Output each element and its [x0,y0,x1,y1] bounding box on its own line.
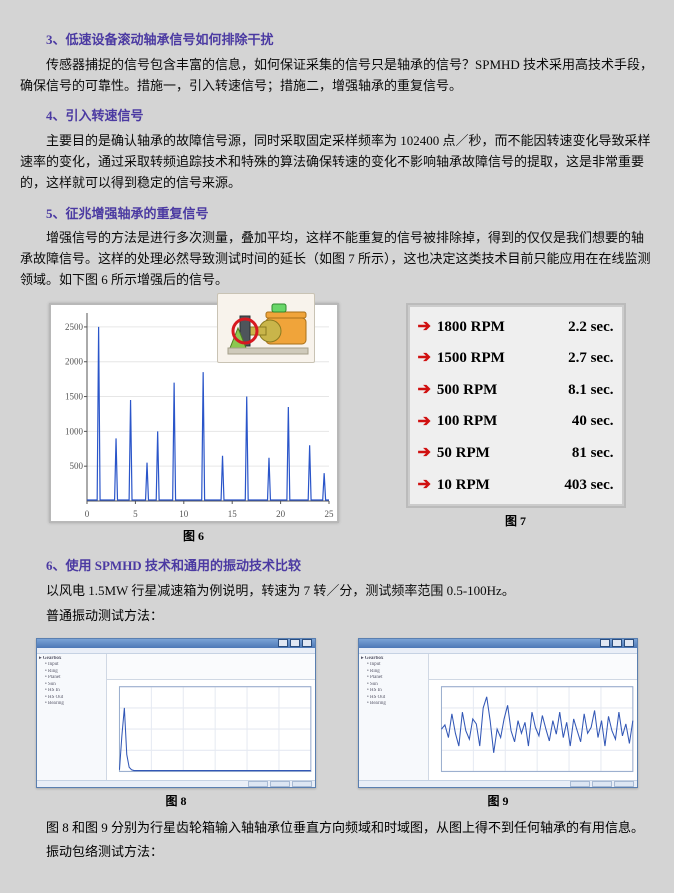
section6-subtitle: 普通振动测试方法： [20,606,654,627]
rpm-row: ➔1800 RPM 2.2 sec. [418,311,614,343]
tree-sidebar: ▸ Gearbox• Input• Ring• Planet• Sun• HS … [37,654,107,780]
data-table-bar [107,654,315,680]
figure9-caption: 图 9 [487,792,508,811]
svg-text:15: 15 [227,509,237,519]
close-icon [624,639,634,647]
tree-item: • Bearing [361,701,426,708]
duration-label: 2.2 sec. [568,315,613,339]
svg-text:0: 0 [84,509,89,519]
section5-heading: 5、征兆增强轴承的重复信号 [20,204,654,225]
pump-inset-image [217,293,315,363]
svg-text:1500: 1500 [65,391,84,401]
section3-body: 传感器捕捉的信号包含丰富的信息，如何保证采集的信号只是轴承的信号？SPMHD 技… [20,55,654,97]
screenshot-titlebar [359,639,637,647]
rpm-label: 1800 RPM [437,315,505,339]
figure6-column: 500 1000 1500 2000 2500 0 5 10 15 20 25 图 6 [49,303,339,546]
section4-heading: 4、引入转速信号 [20,106,654,127]
figure-row-6-7: 50010001500200025000510152025 图 6 ➔1800 … [20,303,654,546]
rpm-label: 10 RPM [437,473,490,497]
svg-text:20: 20 [276,509,286,519]
duration-label: 81 sec. [572,441,614,465]
figure7-caption: 图 7 [505,512,526,531]
footer-button [570,781,590,787]
figure-row-8-9: ▸ Gearbox• Input• Ring• Planet• Sun• HS … [20,638,654,811]
figure7-column: ➔1800 RPM2.2 sec.➔1500 RPM2.7 sec.➔500 R… [406,303,626,532]
arrow-icon: ➔ [418,409,431,435]
figure9-column: ▸ Gearbox• Input• Ring• Planet• Sun• HS … [358,638,638,811]
arrow-icon: ➔ [418,440,431,466]
section3-heading: 3、低速设备滚动轴承信号如何排除干扰 [20,30,654,51]
time-domain-plot [429,680,637,780]
frequency-plot [107,680,315,780]
screenshot-footer [37,780,315,787]
figure9-screenshot: ▸ Gearbox• Input• Ring• Planet• Sun• HS … [358,638,638,788]
section4-body: 主要目的是确认轴承的故障信号源，同时采取固定采样频率为 102400 点／秒，而… [20,131,654,193]
maximize-icon [612,639,622,647]
arrow-icon: ➔ [418,472,431,498]
footer-button [614,781,634,787]
rpm-row: ➔100 RPM 40 sec. [418,406,614,438]
figure6-chart: 500 1000 1500 2000 2500 0 5 10 15 20 25 [49,303,339,523]
section6-intro: 以风电 1.5MW 行星减速箱为例说明，转速为 7 转／分，测试频率范围 0.5… [20,581,654,602]
figure8-screenshot: ▸ Gearbox• Input• Ring• Planet• Sun• HS … [36,638,316,788]
closing-line2: 振动包络测试方法： [20,842,654,863]
arrow-icon: ➔ [418,345,431,371]
screenshot-main [107,654,315,780]
footer-button [248,781,268,787]
rpm-row: ➔500 RPM 8.1 sec. [418,374,614,406]
screenshot-main [429,654,637,780]
duration-label: 40 sec. [572,409,614,433]
rpm-row: ➔10 RPM 403 sec. [418,469,614,501]
figure8-column: ▸ Gearbox• Input• Ring• Planet• Sun• HS … [36,638,316,811]
svg-text:10: 10 [179,509,189,519]
screenshot-footer [359,780,637,787]
svg-text:2000: 2000 [65,357,84,367]
data-table-bar [429,654,637,680]
svg-text:500: 500 [69,461,83,471]
rpm-row: ➔1500 RPM 2.7 sec. [418,342,614,374]
tree-item: • Bearing [39,701,104,708]
rpm-label: 500 RPM [437,378,497,402]
footer-button [592,781,612,787]
arrow-icon: ➔ [418,377,431,403]
rpm-label: 50 RPM [437,441,490,465]
duration-label: 2.7 sec. [568,346,613,370]
svg-text:2500: 2500 [65,322,84,332]
screenshot-titlebar [37,639,315,647]
svg-text:25: 25 [324,509,334,519]
rpm-label: 1500 RPM [437,346,505,370]
svg-text:1000: 1000 [65,426,84,436]
figure7-table: ➔1800 RPM2.2 sec.➔1500 RPM2.7 sec.➔500 R… [406,303,626,509]
closing-line1: 图 8 和图 9 分别为行星齿轮箱输入轴轴承位垂直方向频域和时域图，从图上得不到… [20,818,654,839]
footer-button [270,781,290,787]
minimize-icon [600,639,610,647]
minimize-icon [278,639,288,647]
rpm-row: ➔50 RPM 81 sec. [418,437,614,469]
duration-label: 8.1 sec. [568,378,613,402]
section6-heading: 6、使用 SPMHD 技术和通用的振动技术比较 [20,556,654,577]
figure8-caption: 图 8 [165,792,186,811]
section5-body: 增强信号的方法是进行多次测量，叠加平均，这样不能重复的信号被排除掉，得到的仅仅是… [20,228,654,290]
figure6-caption: 图 6 [183,527,204,546]
arrow-icon: ➔ [418,314,431,340]
close-icon [302,639,312,647]
footer-button [292,781,312,787]
screenshot-body: ▸ Gearbox• Input• Ring• Planet• Sun• HS … [359,654,637,780]
screenshot-body: ▸ Gearbox• Input• Ring• Planet• Sun• HS … [37,654,315,780]
rpm-label: 100 RPM [437,409,497,433]
svg-text:5: 5 [133,509,138,519]
tree-sidebar: ▸ Gearbox• Input• Ring• Planet• Sun• HS … [359,654,429,780]
maximize-icon [290,639,300,647]
duration-label: 403 sec. [564,473,613,497]
